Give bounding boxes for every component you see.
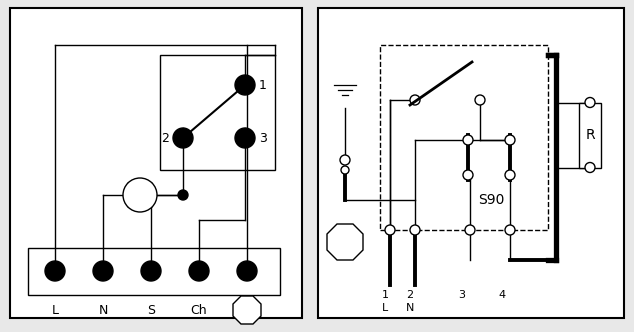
Circle shape [235, 75, 255, 95]
Text: 2: 2 [406, 290, 413, 300]
Circle shape [237, 261, 257, 281]
Circle shape [585, 98, 595, 108]
Text: N: N [406, 303, 414, 313]
Circle shape [463, 135, 473, 145]
Bar [10, 8, 302, 318]
Circle shape [385, 225, 395, 235]
Text: S90: S90 [478, 193, 504, 207]
Bar [160, 55, 275, 170]
Bar [28, 248, 280, 295]
Circle shape [93, 261, 113, 281]
Circle shape [235, 128, 255, 148]
Circle shape [340, 155, 350, 165]
Circle shape [341, 166, 349, 174]
Text: 3: 3 [458, 290, 465, 300]
Text: 4: 4 [498, 290, 505, 300]
Circle shape [173, 128, 193, 148]
Text: L: L [51, 303, 58, 316]
Circle shape [475, 95, 485, 105]
Polygon shape [327, 224, 363, 260]
Text: Ch: Ch [191, 303, 207, 316]
Text: N: N [98, 303, 108, 316]
Circle shape [463, 170, 473, 180]
Circle shape [178, 190, 188, 200]
Polygon shape [233, 296, 261, 324]
Text: L: L [382, 303, 388, 313]
Circle shape [189, 261, 209, 281]
Bar [318, 8, 624, 318]
Circle shape [505, 135, 515, 145]
Text: 1: 1 [259, 78, 267, 92]
Circle shape [410, 225, 420, 235]
Text: 2: 2 [161, 131, 169, 144]
Circle shape [410, 95, 420, 105]
Circle shape [45, 261, 65, 281]
Circle shape [465, 225, 475, 235]
Text: 3: 3 [259, 131, 267, 144]
Circle shape [505, 225, 515, 235]
Circle shape [505, 170, 515, 180]
Text: R: R [585, 128, 595, 142]
Circle shape [123, 178, 157, 212]
Text: 1: 1 [382, 290, 389, 300]
Circle shape [141, 261, 161, 281]
Text: S: S [147, 303, 155, 316]
Circle shape [585, 162, 595, 173]
Bar [579, 103, 601, 168]
Bar [380, 45, 548, 230]
